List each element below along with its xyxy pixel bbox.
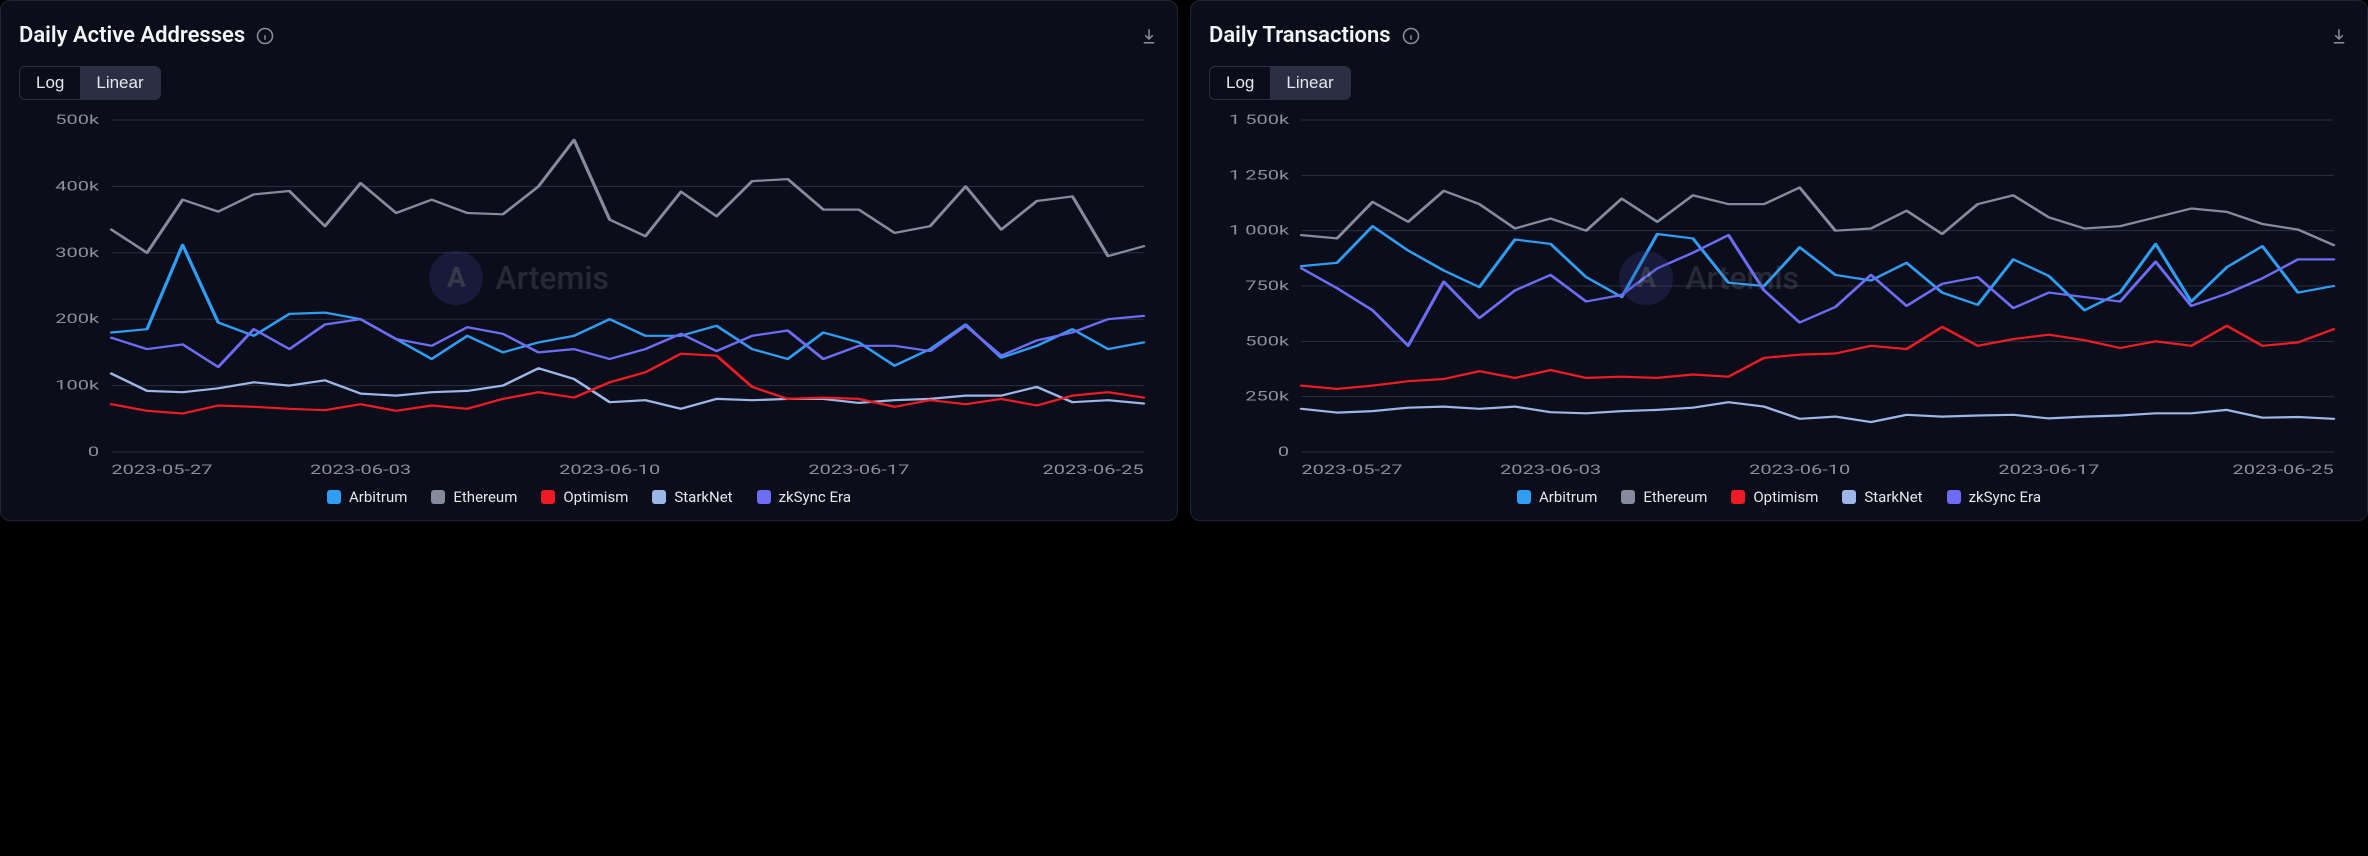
legend-label: Ethereum	[453, 488, 517, 506]
scale-toggle: LogLinear	[1209, 66, 1351, 100]
panel-title-wrap: Daily Transactions	[1209, 23, 1421, 48]
series-line-ethereum	[111, 140, 1143, 256]
svg-text:500k: 500k	[1245, 334, 1289, 349]
chart: 0 100k 200k 300k 400k 500k 2023-05-27 2023-06-0…	[19, 110, 1159, 480]
legend: Arbitrum Ethereum Optimism StarkNet zkSync E…	[1209, 488, 2349, 506]
legend-item-optimism[interactable]: Optimism	[541, 488, 628, 506]
legend-swatch-icon	[1517, 490, 1531, 504]
series-line-zksync-era	[111, 316, 1143, 367]
legend-swatch-icon	[1731, 490, 1745, 504]
series-line-starknet	[111, 368, 1143, 409]
series-line-optimism	[1301, 326, 2333, 389]
legend-item-ethereum[interactable]: Ethereum	[1621, 488, 1707, 506]
panel-header: Daily Transactions	[1209, 17, 2349, 48]
svg-text:750k: 750k	[1245, 278, 1289, 293]
legend-label: Optimism	[563, 488, 628, 506]
panel-title: Daily Active Addresses	[19, 23, 245, 48]
legend-item-zksync-era[interactable]: zkSync Era	[757, 488, 851, 506]
svg-text:1 250k: 1 250k	[1229, 168, 1290, 183]
legend-item-starknet[interactable]: StarkNet	[652, 488, 732, 506]
svg-text:300k: 300k	[55, 245, 99, 260]
svg-text:1 500k: 1 500k	[1229, 112, 1290, 127]
legend-label: zkSync Era	[779, 488, 851, 506]
legend-label: Arbitrum	[1539, 488, 1597, 506]
series-line-ethereum	[1301, 188, 2333, 246]
svg-text:250k: 250k	[1245, 389, 1289, 404]
panel-title-wrap: Daily Active Addresses	[19, 23, 275, 48]
legend-swatch-icon	[1842, 490, 1856, 504]
legend-item-arbitrum[interactable]: Arbitrum	[327, 488, 407, 506]
legend-label: zkSync Era	[1969, 488, 2041, 506]
legend-swatch-icon	[757, 490, 771, 504]
legend-swatch-icon	[652, 490, 666, 504]
legend-item-arbitrum[interactable]: Arbitrum	[1517, 488, 1597, 506]
svg-text:0: 0	[88, 444, 99, 459]
download-icon[interactable]	[1139, 26, 1159, 46]
legend-label: Optimism	[1753, 488, 1818, 506]
svg-text:2023-06-17: 2023-06-17	[1998, 462, 2099, 477]
series-line-zksync-era	[1301, 235, 2333, 346]
legend-swatch-icon	[1947, 490, 1961, 504]
series-line-arbitrum	[111, 245, 1143, 366]
scale-toggle: LogLinear	[19, 66, 161, 100]
svg-text:2023-06-25: 2023-06-25	[1043, 462, 1144, 477]
scale-toggle-linear[interactable]: Linear	[1270, 67, 1349, 99]
svg-text:500k: 500k	[55, 112, 99, 127]
legend-swatch-icon	[431, 490, 445, 504]
panel-header: Daily Active Addresses	[19, 17, 1159, 48]
scale-toggle-log[interactable]: Log	[20, 67, 80, 99]
legend-item-optimism[interactable]: Optimism	[1731, 488, 1818, 506]
legend: Arbitrum Ethereum Optimism StarkNet zkSync E…	[19, 488, 1159, 506]
legend-item-ethereum[interactable]: Ethereum	[431, 488, 517, 506]
panel-dtx: Daily Transactions LogLinear 0 250k 500k 750k…	[1190, 0, 2368, 521]
svg-text:2023-05-27: 2023-05-27	[111, 462, 212, 477]
legend-label: StarkNet	[1864, 488, 1922, 506]
info-icon[interactable]	[1401, 26, 1421, 46]
legend-label: StarkNet	[674, 488, 732, 506]
svg-text:2023-06-25: 2023-06-25	[2233, 462, 2334, 477]
legend-label: Arbitrum	[349, 488, 407, 506]
series-line-starknet	[1301, 402, 2333, 422]
chart: 0 250k 500k 750k 1 000k 1 250k 1 500k 2023-05-2…	[1209, 110, 2349, 480]
svg-text:200k: 200k	[55, 312, 99, 327]
legend-swatch-icon	[541, 490, 555, 504]
info-icon[interactable]	[255, 26, 275, 46]
svg-text:1 000k: 1 000k	[1229, 223, 1290, 238]
svg-text:2023-06-10: 2023-06-10	[1749, 462, 1850, 477]
legend-swatch-icon	[327, 490, 341, 504]
svg-text:400k: 400k	[55, 179, 99, 194]
scale-toggle-log[interactable]: Log	[1210, 67, 1270, 99]
panel-title: Daily Transactions	[1209, 23, 1391, 48]
legend-item-zksync-era[interactable]: zkSync Era	[1947, 488, 2041, 506]
svg-text:2023-06-03: 2023-06-03	[1500, 462, 1601, 477]
scale-toggle-linear[interactable]: Linear	[80, 67, 159, 99]
panel-daa: Daily Active Addresses LogLinear 0 100k 200k…	[0, 0, 1178, 521]
legend-swatch-icon	[1621, 490, 1635, 504]
svg-text:2023-05-27: 2023-05-27	[1301, 462, 1402, 477]
svg-text:2023-06-03: 2023-06-03	[310, 462, 411, 477]
series-line-arbitrum	[1301, 226, 2333, 310]
svg-text:2023-06-10: 2023-06-10	[559, 462, 660, 477]
download-icon[interactable]	[2329, 26, 2349, 46]
svg-text:2023-06-17: 2023-06-17	[808, 462, 909, 477]
legend-label: Ethereum	[1643, 488, 1707, 506]
svg-text:100k: 100k	[55, 378, 99, 393]
svg-text:0: 0	[1278, 444, 1289, 459]
legend-item-starknet[interactable]: StarkNet	[1842, 488, 1922, 506]
